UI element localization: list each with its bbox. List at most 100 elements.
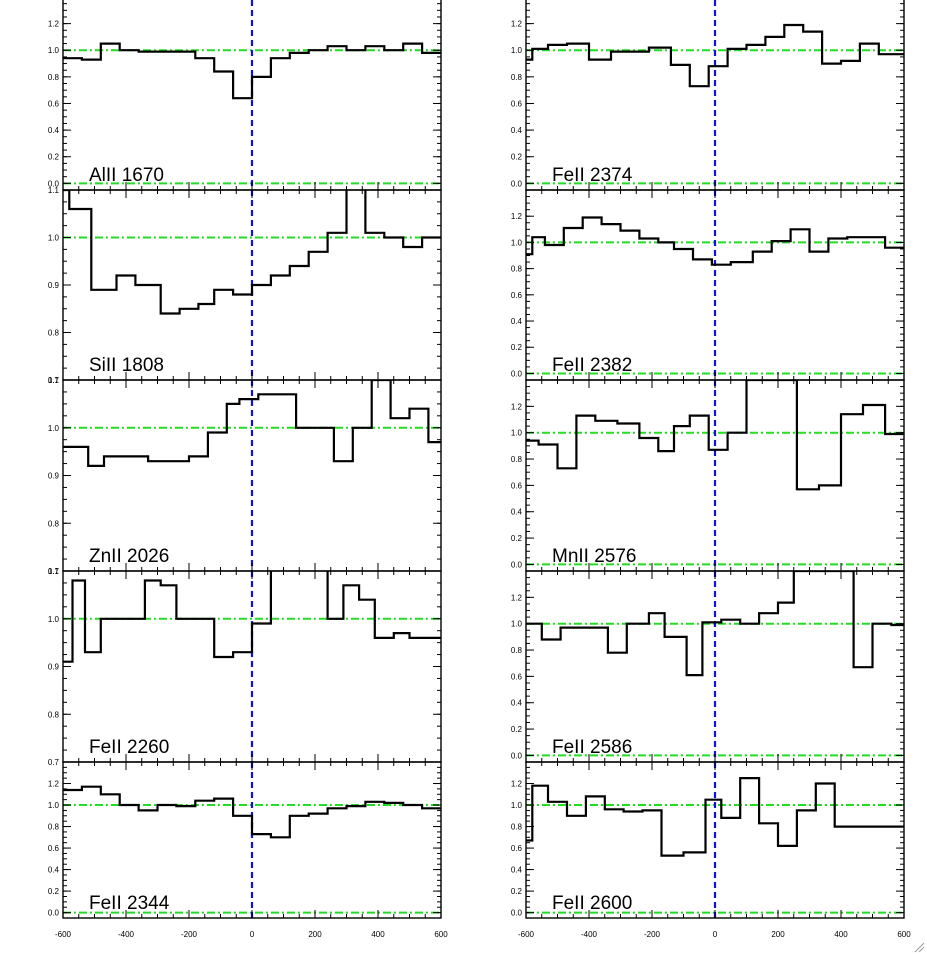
y-tick-label: 0.8 (511, 265, 523, 274)
y-tick-label: 1.1 (48, 376, 60, 385)
y-tick-label: 0.4 (48, 866, 60, 875)
y-tick-label: 0.0 (48, 909, 60, 918)
y-tick-label: 0.0 (511, 909, 523, 918)
panel-feii-2382: 0.0 0.2 0.4 0.6 0.8 1.0 1.2 FeII 2382 (511, 189, 905, 381)
panel-label: FeII 2260 (89, 737, 169, 758)
y-tick-label: 0.4 (511, 699, 523, 708)
y-tick-label: 1.0 (48, 46, 60, 55)
y-tick-label: 1.1 (48, 186, 60, 195)
flux-series (63, 571, 441, 663)
panel-label: FeII 2374 (552, 165, 633, 186)
y-tick-label: 1.2 (48, 20, 60, 29)
y-tick-label: 0.8 (511, 73, 523, 82)
y-tick-label: 0.8 (48, 73, 60, 82)
y-tick-label: 0.0 (511, 179, 523, 188)
panel-feii-2344: 0.0 0.2 0.4 0.6 0.8 1.0 1.2 FeII 2344 (48, 761, 442, 919)
y-tick-label: 0.8 (48, 823, 60, 832)
y-tick-label: 0.7 (48, 567, 60, 576)
y-tick-label: 1.0 (511, 620, 523, 629)
y-tick-label: 0.2 (511, 725, 523, 734)
panel-label: FeII 2600 (552, 893, 632, 914)
y-tick-label: 0.0 (511, 369, 523, 378)
y-tick-label: 1.0 (511, 801, 523, 810)
y-tick-label: 0.0 (48, 179, 60, 188)
y-tick-label: 0.6 (48, 844, 60, 853)
panel-alii-1670: 0.0 0.2 0.4 0.6 0.8 1.0 1.2 AlII 1670 (48, 0, 442, 191)
y-tick-label: 0.2 (48, 887, 60, 896)
y-tick-label: 0.4 (48, 126, 60, 135)
panel-label: AlII 1670 (89, 165, 164, 186)
panel-label: ZnII 2026 (89, 546, 169, 567)
x-tick-label: -200 (644, 930, 661, 939)
x-tick-label: 200 (771, 930, 785, 939)
y-tick-label: 1.0 (48, 801, 60, 810)
panel-feii-2600: 0.0 0.2 0.4 0.6 0.8 1.0 1.2 FeII 2600 (511, 761, 905, 919)
x-tick-label: 400 (834, 930, 848, 939)
y-tick-label: 1.0 (48, 234, 60, 243)
panel-mnii-2576: 0.0 0.2 0.4 0.6 0.8 1.0 1.2 MnII 2576 (511, 379, 905, 572)
y-tick-label: 0.7 (48, 758, 60, 767)
y-tick-label: 0.8 (48, 519, 60, 528)
y-tick-label: 0.8 (511, 455, 523, 464)
flux-series (526, 777, 904, 857)
panel-feii-2586: 0.0 0.2 0.4 0.6 0.8 1.0 1.2 FeII 2586 (511, 570, 905, 763)
y-tick-label: 0.6 (511, 481, 523, 490)
panel-feii-2374: 0.0 0.2 0.4 0.6 0.8 1.0 1.2 FeII 2374 (511, 0, 905, 191)
panel-label: FeII 2382 (552, 355, 632, 376)
y-tick-label: 1.0 (48, 615, 60, 624)
y-tick-label: 1.0 (511, 429, 523, 438)
y-tick-label: 0.6 (48, 99, 60, 108)
y-tick-label: 0.2 (511, 534, 523, 543)
y-tick-label: 1.2 (511, 212, 523, 221)
panel-znii-2026: 0.7 0.8 0.9 1.0 1.1 ZnII 2026 (48, 376, 442, 576)
y-tick-label: 0.2 (511, 343, 523, 352)
panel-label: MnII 2576 (552, 546, 637, 567)
y-tick-label: 0.8 (48, 329, 60, 338)
flux-series (63, 785, 441, 839)
panel-siii-1808: 0.7 0.8 0.9 1.0 1.1 SiII 1808 (48, 186, 442, 385)
panel-label: FeII 2586 (552, 737, 632, 758)
y-tick-label: 0.6 (511, 844, 523, 853)
y-tick-label: 1.0 (511, 238, 523, 247)
y-tick-label: 0.9 (48, 472, 60, 481)
y-tick-label: 0.0 (511, 751, 523, 760)
y-tick-label: 0.6 (511, 291, 523, 300)
flux-series (63, 42, 441, 100)
y-tick-label: 1.1 (48, 567, 60, 576)
x-tick-label: 400 (371, 930, 385, 939)
x-tick-label: -600 (55, 930, 72, 939)
y-tick-label: 1.2 (511, 20, 523, 29)
flux-series (526, 216, 904, 266)
y-tick-label: 1.2 (511, 593, 523, 602)
x-tick-label: -200 (181, 930, 198, 939)
x-tick-label: 0 (713, 930, 718, 939)
y-tick-label: 1.2 (48, 780, 60, 789)
y-tick-label: 1.2 (511, 402, 523, 411)
y-tick-label: 0.8 (511, 823, 523, 832)
x-tick-label: 600 (897, 930, 911, 939)
y-tick-label: 0.9 (48, 281, 60, 290)
flux-series (526, 571, 904, 677)
y-tick-label: 0.7 (48, 376, 60, 385)
y-tick-label: 0.0 (511, 560, 523, 569)
y-tick-label: 0.9 (48, 663, 60, 672)
y-tick-label: 0.6 (511, 672, 523, 681)
y-tick-label: 1.0 (48, 424, 60, 433)
resize-grip-icon[interactable] (913, 941, 925, 953)
y-tick-label: 0.4 (511, 317, 523, 326)
y-tick-label: 0.2 (48, 153, 60, 162)
x-tick-label: -400 (581, 930, 598, 939)
flux-series (526, 380, 904, 491)
x-tick-label: -400 (118, 930, 135, 939)
x-tick-label: 600 (434, 930, 448, 939)
y-tick-label: 1.0 (511, 46, 523, 55)
y-tick-label: 0.4 (511, 866, 523, 875)
panel-feii-2260: 0.7 0.8 0.9 1.0 1.1 FeII 2260 (48, 567, 442, 767)
y-tick-label: 0.2 (511, 153, 523, 162)
y-tick-label: 0.4 (511, 508, 523, 517)
y-tick-label: 0.6 (511, 99, 523, 108)
x-tick-label: -600 (518, 930, 535, 939)
y-tick-label: 0.2 (511, 887, 523, 896)
flux-series (526, 23, 904, 88)
